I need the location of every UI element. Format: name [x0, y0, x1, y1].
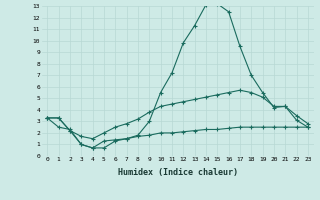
X-axis label: Humidex (Indice chaleur): Humidex (Indice chaleur)	[118, 168, 237, 177]
